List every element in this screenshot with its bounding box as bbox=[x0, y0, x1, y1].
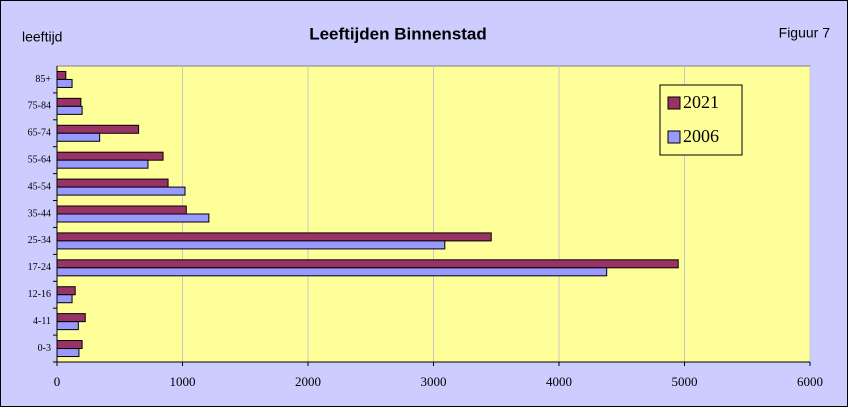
bar bbox=[56, 132, 101, 142]
legend-swatch bbox=[667, 96, 681, 110]
bar bbox=[56, 213, 210, 223]
x-tick-label: 3000 bbox=[421, 374, 447, 389]
bar bbox=[56, 240, 446, 250]
bar bbox=[56, 159, 149, 169]
y-tick-label: 12-16 bbox=[28, 289, 51, 300]
bar bbox=[56, 186, 186, 196]
y-tick-label: 0-3 bbox=[38, 343, 51, 354]
bar bbox=[56, 124, 140, 134]
y-tick-label: 65-74 bbox=[28, 128, 51, 139]
y-tick-label: 85+ bbox=[35, 74, 51, 85]
bar bbox=[56, 232, 492, 242]
bar bbox=[56, 348, 80, 358]
bar bbox=[56, 259, 679, 269]
legend-label: 2021 bbox=[683, 92, 719, 112]
bar bbox=[56, 178, 169, 188]
y-tick-label: 35-44 bbox=[28, 208, 51, 219]
labels: 0 1000 2000 3000 4000 5000 6000 0-3 4-11 12-16 17-… bbox=[28, 66, 823, 389]
y-tick-label: 17-24 bbox=[28, 262, 51, 273]
bar bbox=[56, 151, 164, 161]
bar bbox=[56, 286, 76, 296]
y-axis-label: leeftijd bbox=[22, 29, 62, 45]
bar bbox=[56, 97, 82, 107]
y-tick-label: 55-64 bbox=[28, 154, 51, 165]
bar bbox=[56, 340, 83, 350]
x-tick-label: 5000 bbox=[672, 374, 698, 389]
legend-label: 2006 bbox=[683, 126, 719, 146]
bar bbox=[56, 205, 187, 215]
x-tick-label: 1000 bbox=[170, 374, 196, 389]
y-tick-label: 25-34 bbox=[28, 235, 51, 246]
y-tick-label: 75-84 bbox=[28, 101, 51, 112]
annotation: Figuur 7 bbox=[779, 25, 831, 41]
x-tick-label: 4000 bbox=[546, 374, 572, 389]
bar bbox=[56, 70, 67, 80]
x-tick-label: 0 bbox=[54, 374, 61, 389]
bar bbox=[56, 294, 73, 304]
legend-swatch bbox=[667, 130, 681, 144]
bar bbox=[56, 267, 608, 277]
x-tick-label: 2000 bbox=[295, 374, 321, 389]
bar bbox=[56, 313, 86, 323]
bar bbox=[56, 321, 79, 331]
x-tick-label: 6000 bbox=[797, 374, 823, 389]
y-tick-label: 45-54 bbox=[28, 181, 51, 192]
y-tick-label: 4-11 bbox=[33, 316, 51, 327]
bar bbox=[56, 78, 73, 88]
chart-title: Leeftijden Binnenstad bbox=[309, 24, 487, 43]
bar bbox=[56, 105, 83, 115]
legend: 2021 2006 bbox=[659, 84, 743, 156]
